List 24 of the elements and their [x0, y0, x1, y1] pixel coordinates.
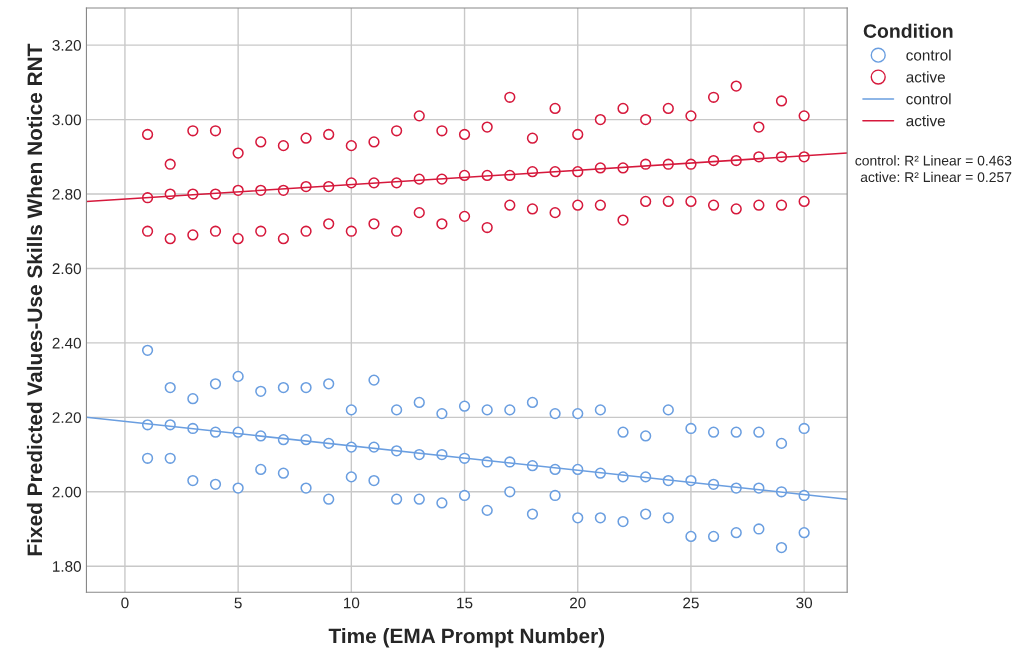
legend-label: control: [906, 49, 951, 61]
legend-title: Condition: [863, 23, 953, 38]
x-axis-title: Time (EMA Prompt Number): [328, 628, 605, 648]
y-tick-label: 2.40: [52, 337, 81, 349]
y-tick-label: 2.80: [52, 188, 81, 200]
text: active: R² Linear = 0.257: [860, 171, 1012, 183]
legend-label: active: [906, 115, 945, 127]
legend-label: control: [906, 93, 951, 105]
x-tick-label: 25: [683, 597, 699, 609]
legend-label: active: [906, 71, 945, 83]
x-tick-label: 20: [570, 597, 586, 609]
y-tick-label: 2.20: [52, 412, 81, 424]
x-tick-label: 5: [234, 597, 242, 609]
x-tick-label: 15: [457, 597, 473, 609]
y-tick-label: 3.20: [52, 40, 81, 51]
x-tick-label: 30: [796, 597, 813, 609]
y-tick-label: 1.80: [53, 561, 81, 572]
y-tick-label: 2.00: [52, 486, 81, 498]
y-tick-label: 3.00: [52, 114, 81, 126]
text: control: R² Linear = 0.463: [855, 155, 1012, 166]
y-tick-label: 2.60: [52, 263, 81, 275]
x-tick-label: 10: [344, 597, 360, 609]
y-axis-title: Fixed Predicted Values-Use Skills When Notice RNT: [26, 43, 43, 556]
x-tick-label: 0: [121, 597, 129, 609]
